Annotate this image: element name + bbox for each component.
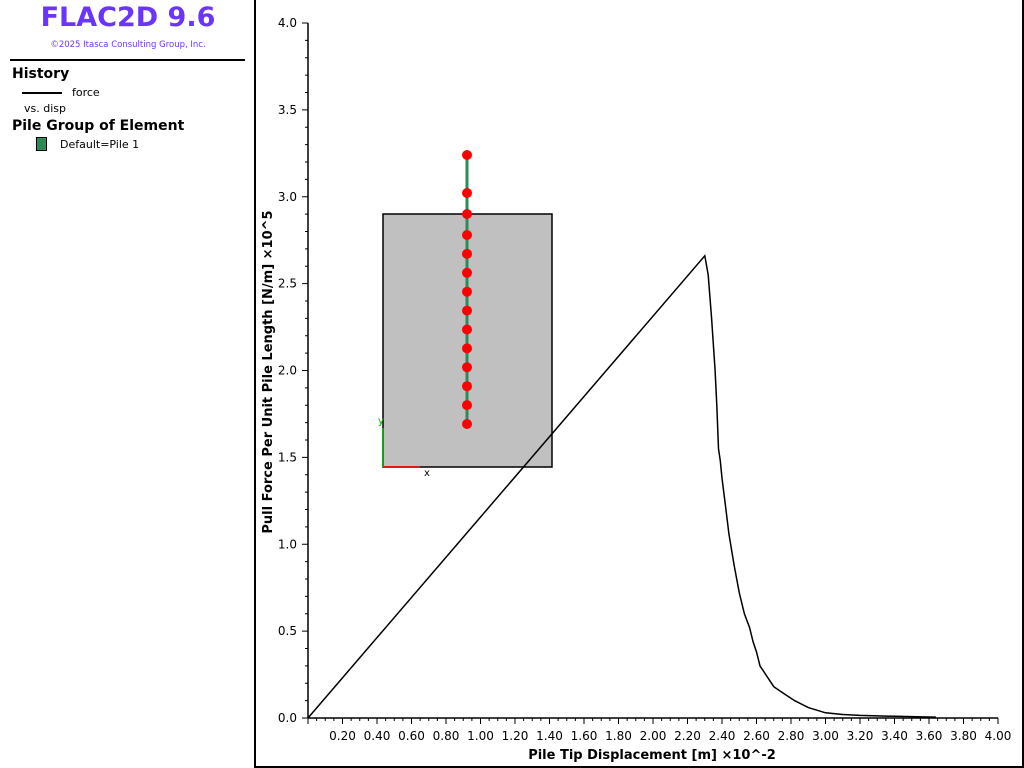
x-tick-label: 3.60 [916, 729, 943, 743]
pile-node [462, 343, 472, 354]
pile-node [462, 400, 472, 411]
x-tick-label: 2.00 [640, 729, 667, 743]
pile-node [462, 362, 472, 373]
pile-node [462, 267, 472, 278]
app-copyright: ©2025 Itasca Consulting Group, Inc. [50, 40, 206, 50]
x-tick-label: 4.00 [985, 729, 1012, 743]
pile-group-heading: Pile Group of Element [12, 118, 185, 134]
pile-node [462, 150, 472, 160]
pile-node [462, 230, 472, 240]
inset-x-label: x [424, 468, 430, 479]
y-axis-label: Pull Force Per Unit Pile Length [N/m] ×1… [261, 210, 276, 533]
x-tick-label: 1.40 [536, 729, 563, 743]
y-tick-label: 2.5 [278, 277, 297, 291]
app-title: FLAC2D 9.6 [40, 2, 216, 33]
series-layer [307, 254, 936, 719]
x-tick-label: 2.80 [778, 729, 805, 743]
y-tick-label: 1.5 [278, 450, 297, 464]
pile-node [462, 324, 472, 335]
pile-node [462, 248, 472, 259]
x-tick-label: 3.40 [881, 729, 908, 743]
x-tick-label: 2.20 [674, 729, 701, 743]
series-line-force [307, 254, 936, 719]
x-tick-label: 0.20 [329, 729, 356, 743]
history-heading: History [12, 66, 70, 82]
plot-frame [256, 0, 1024, 768]
y-tick-label: 3.0 [278, 190, 297, 204]
y-tick-label: 1.0 [278, 537, 297, 551]
pile-node [462, 419, 472, 429]
x-tick-label: 1.20 [502, 729, 529, 743]
x-tick-label: 0.80 [433, 729, 460, 743]
pile-node [462, 381, 472, 392]
y-tick-label: 0.0 [278, 711, 297, 725]
pile-entry-label: Default=Pile 1 [60, 138, 140, 151]
axes: 0.20 0.40 0.60 0.80 1.00 1.20 1.40 1.60 1.80 2.00… [278, 16, 1011, 743]
pile-color-swatch [36, 137, 47, 151]
inset-y-label: y [378, 416, 384, 427]
x-tick-label: 0.40 [364, 729, 391, 743]
series-label: force [72, 86, 100, 99]
pile-node [462, 305, 472, 316]
model-inset: xy [378, 150, 553, 479]
pile-node [462, 209, 472, 219]
x-tick-label: 1.80 [605, 729, 632, 743]
series-subtitle: vs. disp [24, 102, 66, 115]
y-tick-label: 0.5 [278, 624, 297, 638]
y-tick-label: 2.0 [278, 364, 297, 378]
series-line-swatch [22, 92, 62, 94]
x-tick-label: 1.00 [467, 729, 494, 743]
x-tick-label: 2.40 [709, 729, 736, 743]
title-divider [10, 59, 245, 61]
legend-panel: FLAC2D 9.6 ©2025 Itasca Consulting Group… [0, 0, 256, 768]
x-tick-label: 0.60 [398, 729, 425, 743]
pile-node [462, 188, 472, 198]
y-tick-label: 4.0 [278, 16, 297, 30]
x-tick-label: 3.00 [812, 729, 839, 743]
pile-node [462, 286, 472, 297]
x-tick-label: 3.80 [950, 729, 977, 743]
y-tick-label: 3.5 [278, 103, 297, 117]
x-axis-label: Pile Tip Displacement [m] ×10^-2 [528, 748, 776, 763]
x-tick-label: 3.20 [847, 729, 874, 743]
x-tick-label: 2.60 [743, 729, 770, 743]
x-tick-label: 1.60 [571, 729, 598, 743]
